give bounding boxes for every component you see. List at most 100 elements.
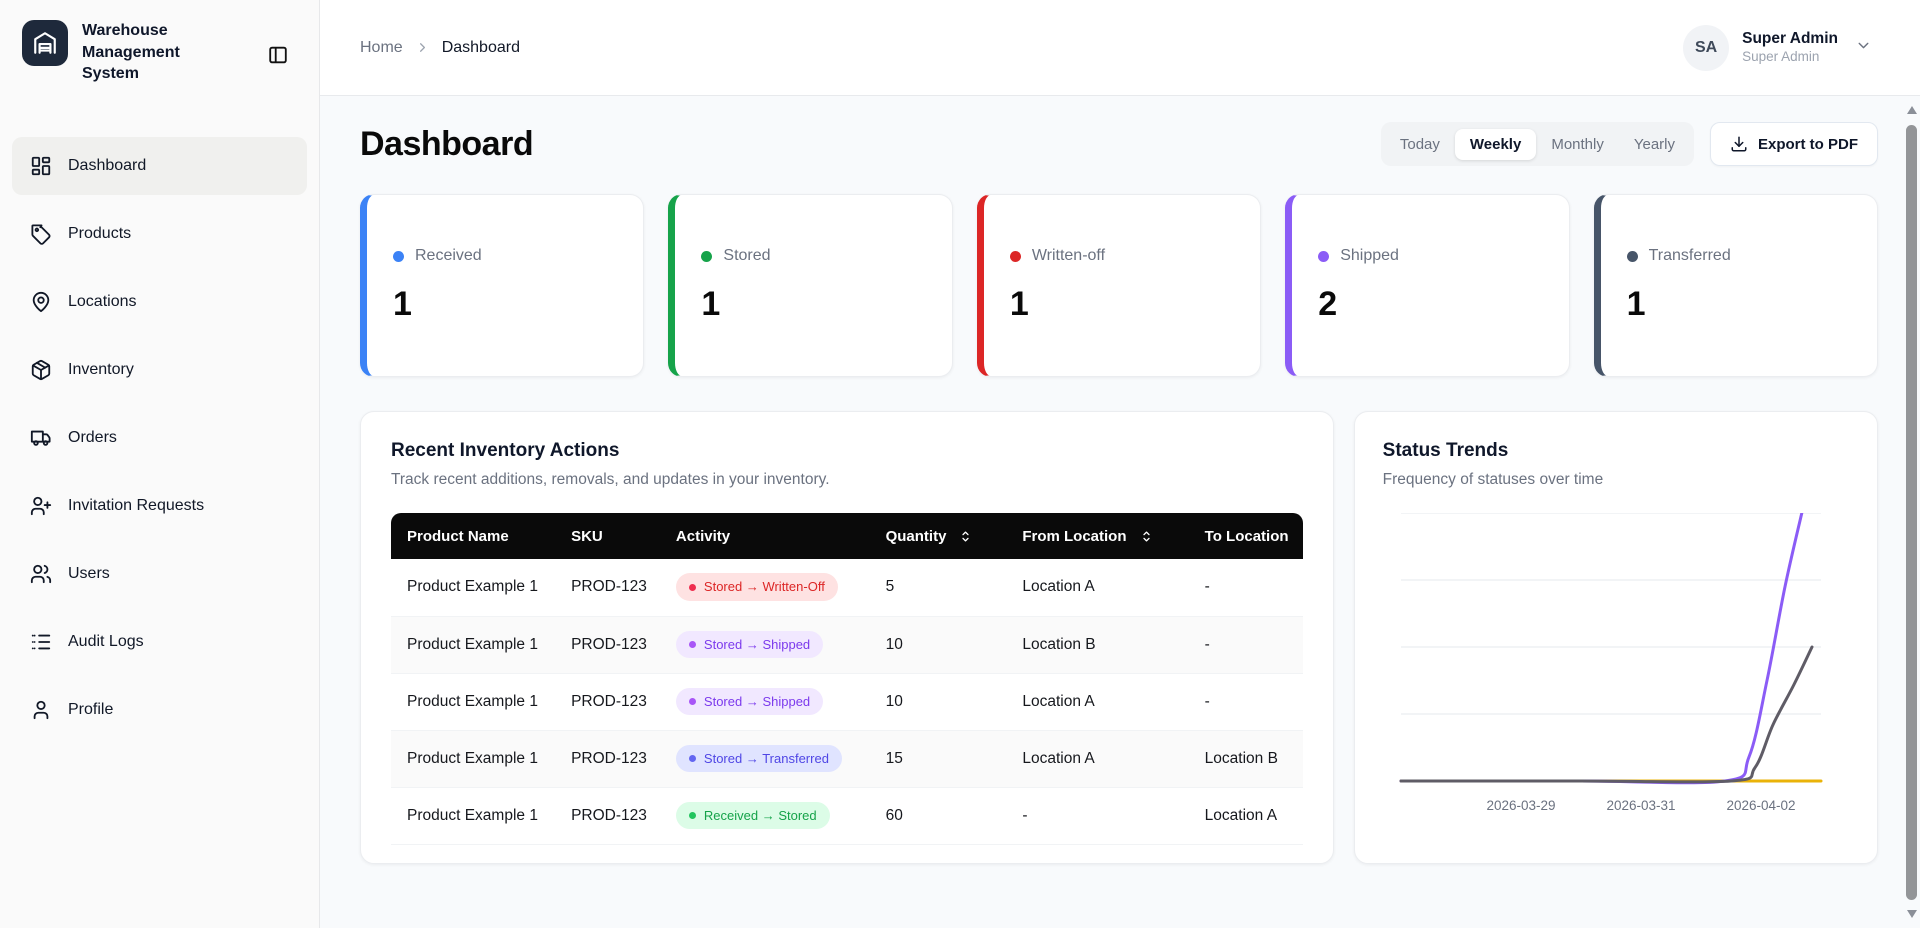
export-pdf-button[interactable]: Export to PDF: [1710, 122, 1878, 166]
cell-product: Product Example 1: [391, 787, 556, 845]
user-menu[interactable]: SA Super Admin Super Admin: [1683, 24, 1872, 71]
chevron-down-icon: [1851, 37, 1872, 59]
filter-monthly[interactable]: Monthly: [1536, 129, 1619, 160]
sidebar-item-label: Profile: [68, 700, 114, 718]
content: Dashboard Today Weekly Monthly Yearly Expor…: [320, 96, 1920, 928]
chevron-right-icon: [415, 40, 430, 55]
cell-quantity: 15: [869, 730, 1007, 788]
cell-to-location: -: [1188, 559, 1303, 617]
column-header-from-location[interactable]: From Location: [1006, 513, 1189, 559]
table-row: Product Example 1 PROD-123 Stored → Writte…: [391, 559, 1303, 617]
sidebar-item-products[interactable]: Products: [12, 205, 307, 263]
app-logo: Warehouse Management System: [12, 18, 307, 85]
sidebar-item-label: Products: [68, 224, 132, 242]
cell-activity: Received → Stored: [659, 787, 870, 845]
user-text: Super Admin Super Admin: [1742, 29, 1838, 65]
stats-row: Received 1 Stored 1 Written-off 1 Shipped 2 Tran…: [360, 194, 1879, 377]
cell-sku: PROD-123: [555, 730, 660, 788]
cell-from-location: Location B: [1006, 616, 1189, 674]
activity-badge: Received → Stored: [675, 801, 830, 830]
cell-to-location: Location B: [1188, 730, 1303, 788]
stat-value: 1: [1626, 285, 1646, 323]
recent-inventory-card: Recent Inventory Actions Track recent ad…: [360, 411, 1334, 864]
cell-product: Product Example 1: [391, 673, 556, 731]
status-dot: [701, 250, 713, 262]
cell-to-location: Location A: [1188, 787, 1303, 845]
stat-card-transferred: Transferred 1: [1593, 194, 1879, 377]
app-title: Warehouse Management System: [82, 22, 180, 83]
filter-weekly[interactable]: Weekly: [1454, 128, 1537, 160]
truck-icon: [30, 427, 52, 449]
sort-icon[interactable]: [958, 529, 973, 544]
cell-product: Product Example 1: [391, 559, 556, 617]
sidebar-item-users[interactable]: Users: [12, 545, 307, 603]
sidebar-item-audit-logs[interactable]: Audit Logs: [12, 613, 307, 671]
stat-label: Transferred: [1648, 247, 1731, 264]
sidebar-item-label: Users: [68, 564, 110, 582]
sidebar-item-label: Invitation Requests: [68, 496, 205, 514]
table-row: Product Example 1 PROD-123 Stored → Shippe…: [391, 673, 1303, 731]
stat-label: Shipped: [1340, 247, 1399, 264]
cell-quantity: 10: [869, 616, 1007, 674]
cell-from-location: Location A: [1006, 673, 1189, 731]
sidebar-item-inventory[interactable]: Inventory: [12, 341, 307, 399]
column-header-sku: SKU: [555, 513, 660, 559]
warehouse-logo-icon: [22, 20, 68, 66]
status-dot: [1626, 250, 1638, 262]
inventory-table-wrap: Product Name SKU Activity Quantity From Loca…: [391, 513, 1303, 853]
status-dot: [393, 250, 404, 262]
x-tick-label: 2026-04-02: [1726, 798, 1795, 813]
cell-sku: PROD-123: [555, 616, 660, 674]
sidebar-item-label: Orders: [68, 428, 117, 446]
sidebar-item-profile[interactable]: Profile: [12, 681, 307, 739]
cell-from-location: Location A: [1006, 559, 1189, 617]
cell-activity: Stored → Shipped: [659, 673, 870, 731]
stat-card-received: Received 1: [360, 194, 645, 377]
activity-badge: Stored → Written-Off: [675, 573, 838, 602]
user-icon: [30, 699, 52, 721]
activity-badge: Stored → Shipped: [675, 687, 824, 716]
badge-dot: [688, 812, 696, 819]
sidebar-item-orders[interactable]: Orders: [12, 409, 307, 467]
scrollbar-thumb[interactable]: [1906, 125, 1917, 900]
user-role: Super Admin: [1742, 48, 1820, 64]
filter-today[interactable]: Today: [1385, 129, 1455, 160]
download-icon: [1731, 136, 1747, 152]
status-trends-card: Status Trends Frequency of statuses over…: [1353, 411, 1878, 864]
sidebar-item-label: Audit Logs: [68, 632, 144, 650]
cell-sku: PROD-123: [555, 559, 660, 617]
sidebar-toggle-icon[interactable]: [263, 40, 293, 70]
sidebar-item-locations[interactable]: Locations: [12, 273, 307, 331]
activity-badge: Stored → Transferred: [675, 744, 842, 773]
scrollbar-down-arrow[interactable]: [1906, 910, 1917, 918]
filter-yearly[interactable]: Yearly: [1619, 129, 1690, 160]
scrollbar-up-arrow[interactable]: [1906, 106, 1917, 114]
sort-icon[interactable]: [1139, 529, 1154, 544]
cell-sku: PROD-123: [555, 673, 660, 731]
status-trends-title: Status Trends: [1382, 440, 1509, 461]
page-title: Dashboard: [360, 124, 534, 163]
breadcrumb-home-link[interactable]: Home: [360, 38, 403, 56]
sidebar-item-dashboard[interactable]: Dashboard: [12, 136, 307, 195]
sidebar-item-invitation-requests[interactable]: Invitation Requests: [12, 477, 307, 535]
stat-card-stored: Stored 1: [668, 194, 953, 377]
table-row: Product Example 1 PROD-123 Received → Stor…: [391, 787, 1303, 845]
sidebar-item-label: Inventory: [68, 360, 134, 378]
cell-quantity: 10: [869, 673, 1007, 731]
column-header-to-location: To Location: [1188, 513, 1303, 559]
sidebar: Warehouse Management System Dashboard Pro…: [0, 0, 320, 928]
activity-badge: Stored → Shipped: [675, 630, 824, 659]
stat-value: 1: [393, 285, 412, 323]
export-pdf-label: Export to PDF: [1758, 135, 1858, 153]
status-dot: [1318, 250, 1330, 262]
stat-label: Stored: [723, 247, 771, 264]
stat-value: 2: [1318, 285, 1338, 323]
column-header-quantity[interactable]: Quantity: [869, 513, 1007, 559]
status-trends-chart: 2026-03-29 2026-03-31 2026-04-02: [1383, 513, 1849, 813]
sidebar-item-label: Dashboard: [68, 156, 147, 174]
topbar: Home Dashboard SA Super Admin Super Admi…: [320, 0, 1920, 96]
vertical-scrollbar[interactable]: [1903, 96, 1920, 928]
stat-value: 1: [701, 285, 721, 323]
stat-label: Written-off: [1031, 247, 1106, 264]
